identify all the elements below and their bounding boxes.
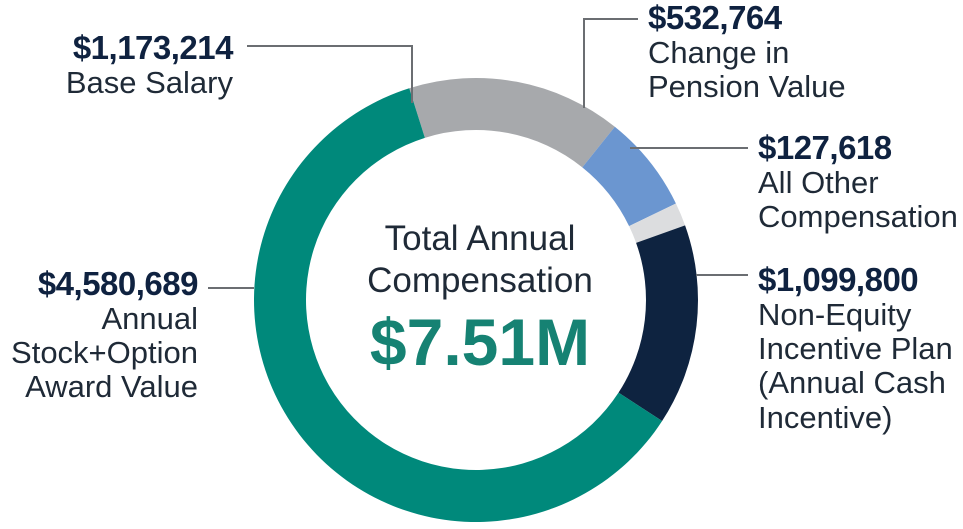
category-base-salary: Base Salary [65,65,233,101]
amount-pension: $532,764 [648,0,782,36]
center-total-value: $7.51M [369,305,591,379]
leader-line-pension [583,18,638,108]
label-pension: $532,764 Change in Pension Value [648,0,846,104]
slice-other [629,203,686,243]
slice-salary [409,77,615,168]
category-non-equity: Non-Equity Incentive Plan (Annual Cash I… [758,297,953,435]
amount-non-equity: $1,099,800 [758,261,919,298]
category-all-other: All Other Compensation [758,165,958,235]
center-title: Total Annual Compensation [367,219,593,300]
label-stock-option: $4,580,689 Annual Stock+Option Award Val… [11,265,199,405]
amount-all-other: $127,618 [758,129,892,166]
slice-nonequity [618,225,698,422]
category-pension: Change in Pension Value [648,35,846,105]
slice-pension [582,126,676,227]
label-non-equity: $1,099,800 Non-Equity Incentive Plan (An… [758,261,953,435]
leader-line-salary [247,45,413,103]
label-all-other: $127,618 All Other Compensation [758,129,958,235]
category-stock-option: Annual Stock+Option Award Value [11,301,198,405]
label-base-salary: $1,173,214 Base Salary [65,29,234,101]
amount-base-salary: $1,173,214 [72,29,234,66]
amount-stock-option: $4,580,689 [37,265,199,302]
